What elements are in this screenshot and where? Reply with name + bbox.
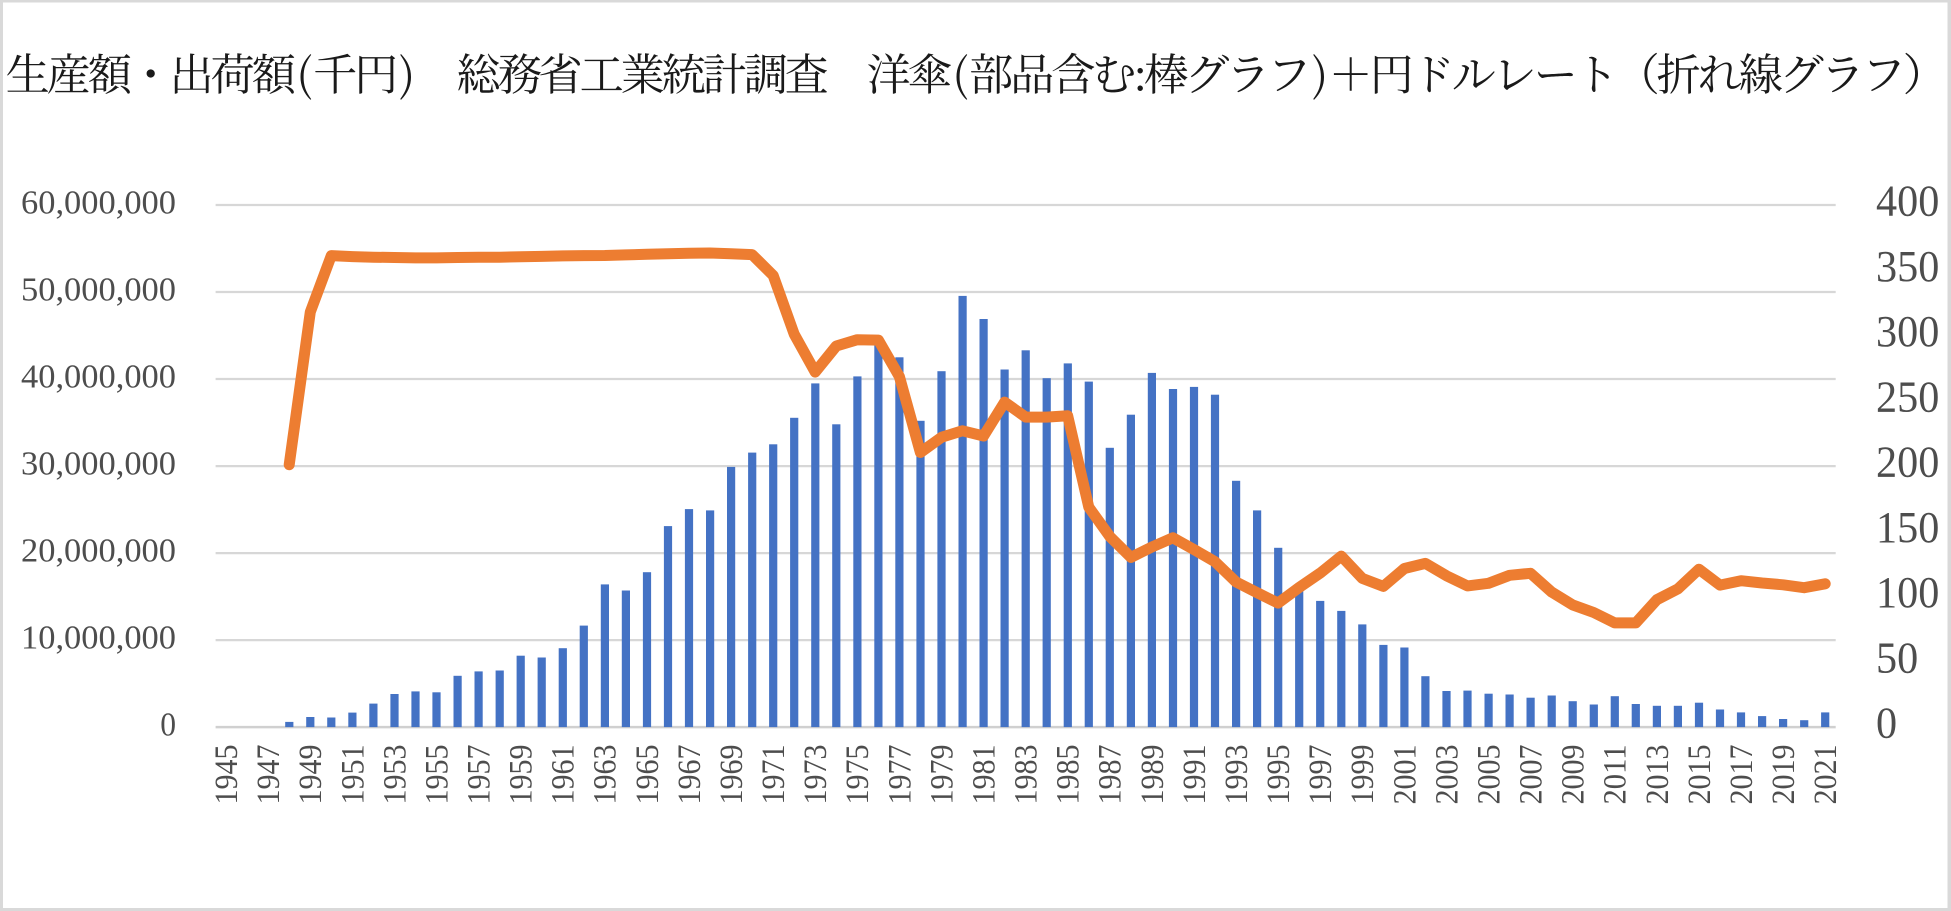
svg-text:1955: 1955 <box>419 745 455 805</box>
svg-text:2017: 2017 <box>1724 745 1760 805</box>
svg-text:1965: 1965 <box>630 745 666 805</box>
svg-text:200: 200 <box>1876 438 1939 487</box>
svg-text:2019: 2019 <box>1766 745 1802 805</box>
svg-text:2003: 2003 <box>1429 745 1465 805</box>
svg-text:2009: 2009 <box>1556 745 1592 805</box>
svg-text:1949: 1949 <box>293 745 329 805</box>
svg-text:1999: 1999 <box>1345 745 1381 805</box>
svg-text:40,000,000: 40,000,000 <box>21 358 176 395</box>
svg-text:1991: 1991 <box>1177 745 1213 805</box>
svg-text:1987: 1987 <box>1093 745 1129 805</box>
svg-text:2007: 2007 <box>1514 745 1550 805</box>
svg-text:1985: 1985 <box>1051 745 1087 805</box>
svg-text:1979: 1979 <box>924 745 960 805</box>
svg-text:2015: 2015 <box>1682 745 1718 805</box>
svg-text:1969: 1969 <box>714 745 750 805</box>
svg-text:1961: 1961 <box>546 745 582 805</box>
svg-text:1981: 1981 <box>967 745 1003 805</box>
svg-text:0: 0 <box>160 706 176 743</box>
svg-text:1967: 1967 <box>672 745 708 805</box>
svg-text:150: 150 <box>1876 503 1939 552</box>
svg-text:50: 50 <box>1876 633 1918 682</box>
svg-text:2001: 2001 <box>1387 745 1423 805</box>
svg-text:250: 250 <box>1876 372 1939 421</box>
svg-text:1973: 1973 <box>798 745 834 805</box>
svg-text:0: 0 <box>1876 699 1897 748</box>
svg-text:1989: 1989 <box>1135 745 1171 805</box>
svg-text:400: 400 <box>1876 177 1939 226</box>
svg-text:2011: 2011 <box>1598 745 1634 805</box>
svg-text:1983: 1983 <box>1009 745 1045 805</box>
svg-text:1975: 1975 <box>840 745 876 805</box>
svg-text:1977: 1977 <box>882 745 918 805</box>
svg-text:1997: 1997 <box>1303 745 1339 805</box>
svg-text:100: 100 <box>1876 568 1939 617</box>
svg-text:350: 350 <box>1876 242 1939 291</box>
svg-text:300: 300 <box>1876 307 1939 356</box>
svg-text:1957: 1957 <box>462 745 498 805</box>
svg-text:1963: 1963 <box>588 745 624 805</box>
svg-text:1953: 1953 <box>377 745 413 805</box>
svg-text:1947: 1947 <box>251 745 287 805</box>
svg-text:2005: 2005 <box>1471 745 1507 805</box>
svg-text:1945: 1945 <box>209 745 245 805</box>
svg-text:1971: 1971 <box>756 745 792 805</box>
svg-text:1959: 1959 <box>504 745 540 805</box>
svg-text:30,000,000: 30,000,000 <box>21 445 176 482</box>
svg-text:2013: 2013 <box>1640 745 1676 805</box>
svg-text:2021: 2021 <box>1808 745 1844 805</box>
svg-text:60,000,000: 60,000,000 <box>21 184 176 221</box>
svg-text:1993: 1993 <box>1219 745 1255 805</box>
svg-text:50,000,000: 50,000,000 <box>21 271 176 308</box>
svg-text:20,000,000: 20,000,000 <box>21 532 176 569</box>
svg-text:1995: 1995 <box>1261 745 1297 805</box>
svg-text:1951: 1951 <box>335 745 371 805</box>
svg-text:10,000,000: 10,000,000 <box>21 619 176 656</box>
